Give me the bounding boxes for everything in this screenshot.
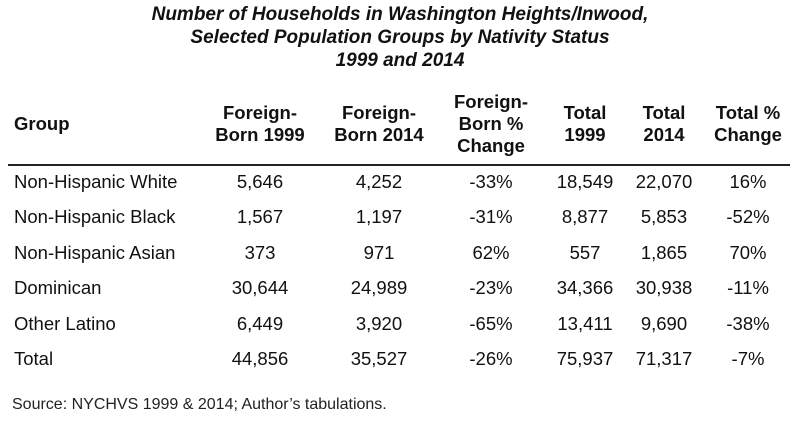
- table-cell-fbchg: -33%: [469, 171, 513, 192]
- column-header-t2014: Total 2014: [622, 102, 706, 146]
- table-cell-tchg: -7%: [731, 348, 765, 369]
- table-cell-fbchg: -31%: [469, 206, 513, 227]
- column-header-line: Change: [457, 135, 525, 156]
- table-cell-fbchg: -23%: [469, 277, 513, 298]
- column-header-fb1999: Foreign- Born 1999: [200, 102, 320, 146]
- table-cell-fb1999: 30,644: [231, 277, 289, 298]
- table-cell-fb1999: 1,567: [236, 206, 284, 227]
- table-row: Non-Hispanic Asian 373 971 62% 557 1,865 70%: [0, 237, 800, 269]
- table-cell-fb2014: 24,989: [350, 277, 408, 298]
- table-cell-t1999: 34,366: [556, 277, 614, 298]
- column-header-group: Group: [14, 113, 194, 135]
- table-cell-fb1999: 44,856: [231, 348, 289, 369]
- table-cell-group: Non-Hispanic Black: [14, 206, 176, 227]
- column-header-line: Foreign-: [223, 102, 297, 123]
- table-cell-fbchg: -65%: [469, 313, 513, 334]
- column-header-fb2014: Foreign- Born 2014: [318, 102, 440, 146]
- column-header-fbchg: Foreign- Born % Change: [436, 91, 546, 157]
- column-header-line: Total %: [715, 102, 781, 123]
- table-cell-group: Non-Hispanic White: [14, 171, 178, 192]
- table-cell-t2014: 5,853: [640, 206, 688, 227]
- column-header-line: Born 1999: [215, 124, 305, 145]
- column-header-line: Change: [714, 124, 782, 145]
- column-header-tchg: Total % Change: [704, 102, 792, 146]
- table-row: Dominican 30,644 24,989 -23% 34,366 30,938 -11…: [0, 272, 800, 304]
- column-header-t1999: Total 1999: [550, 102, 620, 146]
- table-row: Non-Hispanic Black 1,567 1,197 -31% 8,877 5,8…: [0, 201, 800, 233]
- table-cell-group: Dominican: [14, 277, 102, 298]
- table-cell-t1999: 557: [569, 242, 601, 263]
- table-cell-t1999: 8,877: [561, 206, 609, 227]
- column-header-line: Foreign-: [342, 102, 416, 123]
- table-cell-tchg: -11%: [727, 277, 769, 298]
- table-cell-fb1999: 5,646: [236, 171, 284, 192]
- table-cell-t2014: 30,938: [635, 277, 693, 298]
- table-header: Group Foreign- Born 1999 Foreign- Born 2014 F…: [0, 89, 800, 159]
- table-cell-fb2014: 3,920: [355, 313, 403, 334]
- table-cell-t1999: 75,937: [556, 348, 614, 369]
- title-line-1: Number of Households in Washington Heigh…: [151, 4, 649, 25]
- column-header-line: 2014: [643, 124, 685, 145]
- column-header-line: Born %: [458, 113, 524, 134]
- title-line-2: Selected Population Groups by Nativity S…: [190, 27, 610, 48]
- source-note: Source: NYCHVS 1999 & 2014; Author’s tab…: [12, 396, 387, 413]
- column-header-line: Born 2014: [334, 124, 424, 145]
- column-header-line: Total: [563, 102, 607, 123]
- table-cell-fb1999: 6,449: [236, 313, 284, 334]
- table-cell-t2014: 1,865: [640, 242, 688, 263]
- table-cell-fb2014: 971: [363, 242, 395, 263]
- table-cell-tchg: -38%: [726, 313, 770, 334]
- title-line-3: 1999 and 2014: [335, 50, 465, 71]
- column-header-line: Group: [14, 113, 70, 134]
- table-cell-t2014: 22,070: [635, 171, 693, 192]
- table-row: Total 44,856 35,527 -26% 75,937 71,317 -7%: [0, 343, 800, 375]
- table-cell-fb2014: 35,527: [350, 348, 408, 369]
- table-cell-tchg: 70%: [729, 242, 767, 263]
- table-cell-fb2014: 4,252: [355, 171, 403, 192]
- table-cell-fb1999: 373: [244, 242, 276, 263]
- table-row: Other Latino 6,449 3,920 -65% 13,411 9,690 -38…: [0, 308, 800, 340]
- table-cell-group: Non-Hispanic Asian: [14, 242, 176, 263]
- column-header-line: Total: [642, 102, 686, 123]
- table-cell-t2014: 71,317: [635, 348, 693, 369]
- table-cell-fb2014: 1,197: [355, 206, 403, 227]
- table-row: Non-Hispanic White 5,646 4,252 -33% 18,549 22…: [0, 166, 800, 198]
- table-cell-tchg: -52%: [726, 206, 770, 227]
- column-header-line: 1999: [564, 124, 606, 145]
- column-header-line: Foreign-: [454, 91, 528, 112]
- table-cell-tchg: 16%: [729, 171, 767, 192]
- table-cell-fbchg: -26%: [469, 348, 513, 369]
- table-cell-group: Other Latino: [14, 313, 116, 334]
- header-rule: [8, 164, 790, 166]
- table-cell-t1999: 13,411: [557, 313, 613, 334]
- table-cell-t1999: 18,549: [556, 171, 614, 192]
- table-cell-group: Total: [14, 348, 54, 369]
- table-title: Number of Households in Washington Heigh…: [0, 3, 800, 72]
- table-cell-fbchg: 62%: [472, 242, 510, 263]
- table-cell-t2014: 9,690: [640, 313, 688, 334]
